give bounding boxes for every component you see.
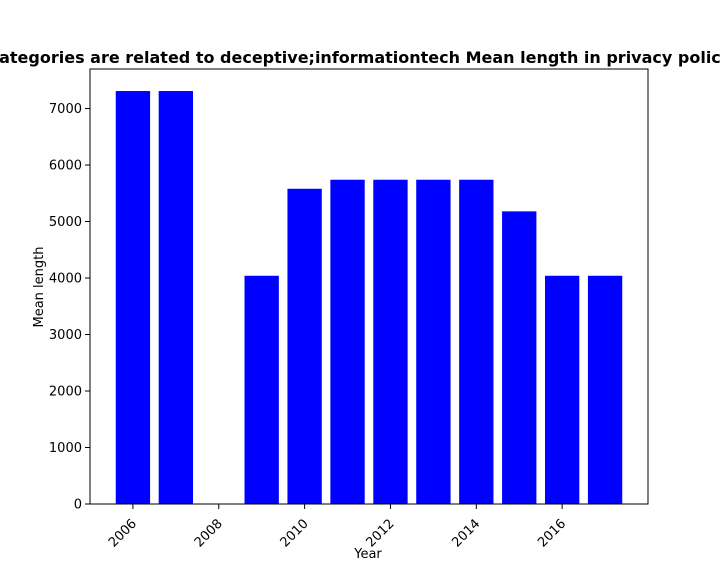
y-tick-label-0: 0 xyxy=(74,498,82,513)
bar-2010 xyxy=(287,188,322,504)
x-tick-label-2008: 2008 xyxy=(192,516,226,550)
bar-2009 xyxy=(244,275,279,504)
y-tick-label-4000: 4000 xyxy=(49,272,82,287)
bars-layer xyxy=(115,91,623,505)
y-tick-label-5000: 5000 xyxy=(49,215,82,230)
bar-2013 xyxy=(416,179,451,505)
y-axis-label: Mean length xyxy=(32,247,47,328)
x-tick-label-2016: 2016 xyxy=(535,516,569,550)
bar-2017 xyxy=(587,275,623,504)
plot-frame xyxy=(89,68,649,505)
y-tick-label-1000: 1000 xyxy=(49,441,82,456)
y-axis-ticks: 0 1000 2000 3000 4000 5000 6000 7000 xyxy=(49,102,90,513)
chart-title: Categories are related to deceptive;info… xyxy=(0,48,720,67)
x-axis-ticks: 2006 2008 2010 2012 2014 2016 xyxy=(106,504,569,550)
bar-2015 xyxy=(502,211,537,505)
x-tick-label-2006: 2006 xyxy=(106,516,140,550)
y-tick-label-3000: 3000 xyxy=(49,328,82,343)
x-axis-label: Year xyxy=(353,547,382,562)
y-tick-label-6000: 6000 xyxy=(49,159,82,174)
bar-2007 xyxy=(158,91,194,504)
bar-2012 xyxy=(373,179,408,505)
bar-2016 xyxy=(544,275,580,504)
y-tick-label-7000: 7000 xyxy=(49,102,82,117)
x-tick-label-2012: 2012 xyxy=(364,516,398,550)
bar-2011 xyxy=(330,179,365,505)
x-tick-label-2014: 2014 xyxy=(449,516,483,550)
bar-2014 xyxy=(459,179,494,505)
bar-2006 xyxy=(115,91,151,504)
y-tick-label-2000: 2000 xyxy=(49,385,82,400)
x-tick-label-2010: 2010 xyxy=(278,516,312,550)
